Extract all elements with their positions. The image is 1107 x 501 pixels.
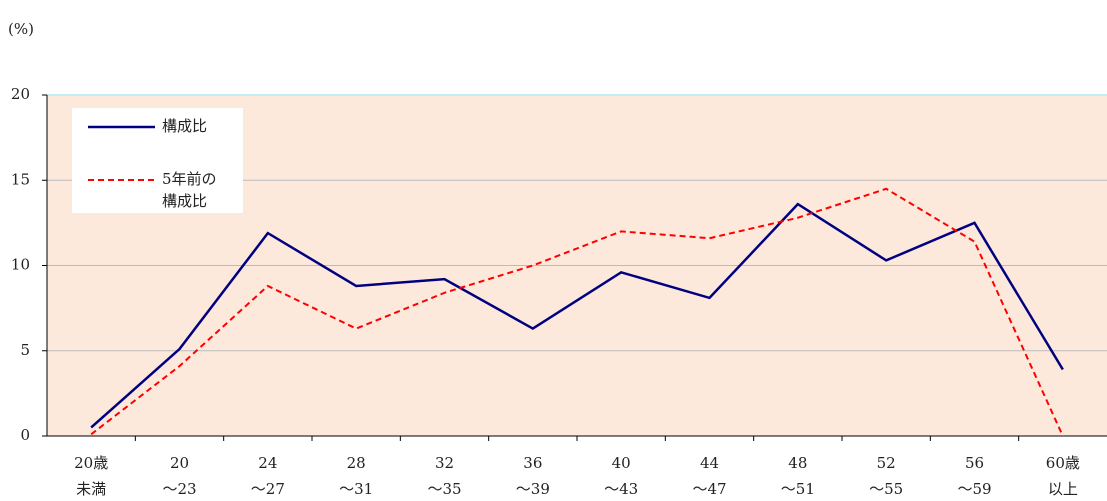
x-tick-label: 56 ～59 <box>957 454 991 498</box>
legend-label: 構成比 <box>162 117 207 135</box>
y-tick-label: 10 <box>11 256 30 274</box>
x-tick-label-line: ～39 <box>516 480 550 498</box>
x-tick-label-line: ～51 <box>781 480 815 498</box>
y-tick-label: 5 <box>20 341 30 359</box>
x-tick-label: 32 ～35 <box>427 454 461 498</box>
x-tick-label-line: 60歳 <box>1046 454 1080 472</box>
x-tick-label-line: 20 <box>170 454 189 472</box>
line-series <box>90 202 1064 429</box>
x-tick-label-line: 52 <box>877 454 896 472</box>
legend-label-line: 構成比 <box>162 192 207 210</box>
x-tick-label-line: ～35 <box>427 480 461 498</box>
x-tick-label-line: 40 <box>612 454 631 472</box>
legend-label-line: 5年前の <box>162 170 217 188</box>
y-tick-label: 20 <box>11 85 30 103</box>
x-tick-label: 40 ～43 <box>604 454 638 498</box>
x-tick-label: 28 ～31 <box>339 454 373 498</box>
x-tick-label-line: ～55 <box>869 480 903 498</box>
x-tick-label-line: 以上 <box>1048 480 1078 498</box>
x-tick-label-line: 32 <box>435 454 454 472</box>
y-tick-label: 0 <box>20 426 30 444</box>
x-tick-label: 48 ～51 <box>781 454 815 498</box>
x-tick-label-line: 48 <box>788 454 807 472</box>
x-tick-label-line: 28 <box>347 454 366 472</box>
x-tick-label-line: ～31 <box>339 480 373 498</box>
x-tick-label-line: 56 <box>965 454 984 472</box>
x-tick-label-line: 44 <box>700 454 719 472</box>
x-tick-label-line: 未満 <box>76 480 106 498</box>
line-series <box>90 187 1064 437</box>
x-tick-label-line: ～43 <box>604 480 638 498</box>
x-tick-label: 24 ～27 <box>251 454 285 498</box>
x-tick-label-line: ～59 <box>957 480 991 498</box>
x-tick-label-line: 36 <box>523 454 542 472</box>
x-tick-label: 60歳以上 <box>1046 454 1080 498</box>
x-tick-label-line: 24 <box>258 454 277 472</box>
x-tick-label: 44 ～47 <box>692 454 726 498</box>
x-tick-label-line: ～23 <box>162 480 196 498</box>
x-tick-label-line: ～27 <box>251 480 285 498</box>
x-tick-label: 36 ～39 <box>516 454 550 498</box>
x-tick-label: 20 ～23 <box>162 454 196 498</box>
x-tick-label-line: 20歳 <box>74 454 108 472</box>
x-tick-label-line: ～47 <box>692 480 726 498</box>
unit-label: (%) <box>8 20 34 38</box>
legend-label: 5年前の構成比 <box>162 170 217 210</box>
x-tick-label: 20歳未満 <box>74 454 108 498</box>
y-tick-label: 15 <box>11 170 30 188</box>
legend-box <box>72 108 243 213</box>
x-tick-label: 52 ～55 <box>869 454 903 498</box>
